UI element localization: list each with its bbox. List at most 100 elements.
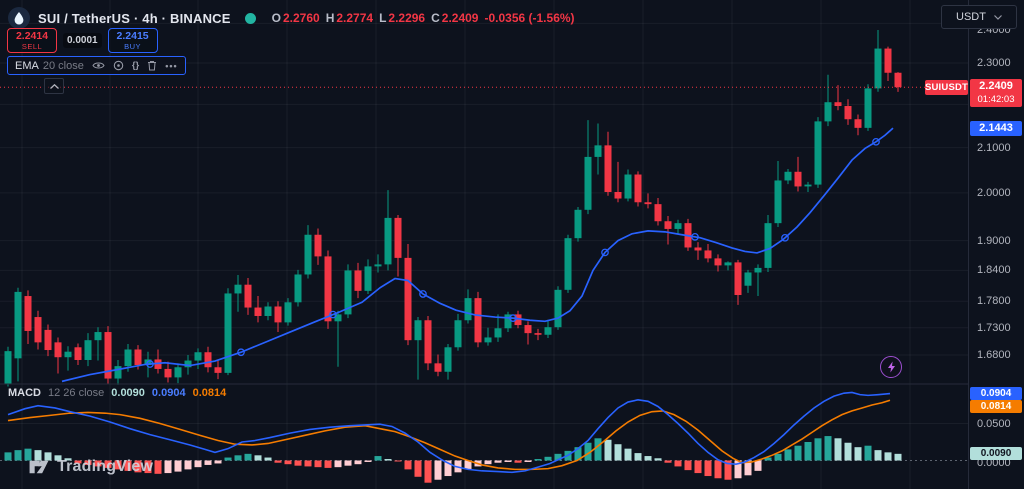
macd-histogram-bar: [304, 460, 312, 467]
candle-body: [704, 250, 712, 259]
ema-point-marker[interactable]: [872, 137, 880, 146]
macd-histogram-bar: [74, 460, 82, 464]
candle-body: [354, 270, 362, 291]
ema-point-marker[interactable]: [781, 233, 789, 242]
macd-histogram-bar: [484, 460, 492, 465]
tradingview-logo-icon: [29, 460, 49, 474]
ema-point-marker[interactable]: [146, 360, 154, 368]
macd-histogram-bar: [784, 449, 792, 461]
candle-body: [874, 48, 882, 89]
macd-histogram-bar: [584, 442, 592, 461]
ema-point-marker[interactable]: [329, 310, 337, 319]
macd-histogram-bar: [764, 457, 772, 461]
macd-histogram-bar: [844, 442, 852, 461]
macd-histogram-bar: [294, 460, 302, 466]
candle-body: [144, 359, 152, 366]
macd-signal-value: 0.0814: [192, 387, 227, 399]
macd-histogram-bar: [874, 450, 882, 461]
macd-line-label: 0.0904: [970, 386, 1022, 400]
candle-body: [444, 347, 452, 372]
chart-header: SUI / TetherUS · 4h · BINANCE O 2.2760 H…: [8, 6, 575, 30]
ohlc-values: O 2.2760 H 2.2774 L 2.2296 C 2.2409 -0.0…: [272, 11, 575, 25]
settings-icon[interactable]: [113, 60, 124, 71]
macd-histogram-bar: [684, 460, 692, 471]
macd-histogram-bar: [704, 460, 712, 477]
macd-line: [7, 391, 891, 474]
ema-point-marker[interactable]: [691, 233, 699, 241]
candle-body: [494, 328, 502, 338]
candle-body: [794, 171, 802, 187]
macd-histogram-bar: [884, 452, 892, 461]
ema-indicator-legend[interactable]: EMA 20 close {} •••: [7, 56, 186, 75]
ema-point-marker[interactable]: [237, 348, 245, 357]
macd-histogram-bar: [64, 458, 72, 461]
macd-histogram-bar: [634, 453, 642, 461]
macd-indicator-legend[interactable]: MACD 12 26 close 0.0090 0.0904 0.0814: [8, 387, 226, 399]
candle-body: [414, 320, 422, 341]
chevron-up-icon: [49, 83, 59, 89]
candle-body: [834, 102, 842, 107]
high-value: 2.2774: [336, 11, 374, 25]
sell-button[interactable]: 2.2414 SELL: [7, 28, 57, 53]
candle-body: [594, 145, 602, 157]
close-value: 2.2409: [441, 11, 479, 25]
candle-body: [194, 352, 202, 361]
price-axis-label: 1.9000: [977, 234, 1011, 247]
ema-params: 20 close: [42, 59, 84, 72]
ema-point-marker[interactable]: [509, 314, 517, 322]
ema-point-marker[interactable]: [419, 290, 427, 298]
price-axis-label: 2.1000: [977, 141, 1011, 154]
candle-body: [224, 293, 232, 373]
lightning-icon: [887, 361, 895, 373]
low-value: 2.2296: [388, 11, 426, 25]
macd-histogram-bar: [724, 460, 732, 480]
macd-histogram-bar: [334, 460, 342, 468]
macd-histogram-bar: [694, 460, 702, 474]
candle-body: [384, 217, 392, 265]
candle-body: [94, 332, 102, 341]
macd-axis-label: 0.0500: [977, 417, 1011, 430]
legend-collapse-button[interactable]: [44, 78, 64, 94]
macd-hist-value: 0.0090: [111, 387, 145, 399]
price-axis-label: 2.3000: [977, 57, 1011, 69]
tradingview-watermark: TradingView: [28, 456, 153, 478]
macd-histogram-bar: [524, 460, 532, 462]
candle-body: [634, 174, 642, 203]
more-icon[interactable]: •••: [165, 60, 178, 71]
symbol-title[interactable]: SUI / TetherUS · 4h · BINANCE: [38, 10, 231, 26]
ema-point-marker[interactable]: [601, 248, 609, 257]
market-status-dot[interactable]: [244, 12, 256, 24]
quick-trade-button[interactable]: [880, 356, 902, 378]
macd-histogram-bar: [414, 460, 422, 477]
macd-histogram-bar: [364, 460, 372, 462]
candle-body: [174, 367, 182, 378]
last-price-label[interactable]: 2.2409 01:42:03: [970, 79, 1022, 108]
candle-body: [254, 307, 262, 316]
eye-icon[interactable]: [92, 61, 105, 70]
high-label: H: [325, 11, 335, 25]
ema-name: EMA: [15, 59, 39, 72]
price-axis-label: 1.6800: [977, 349, 1011, 361]
macd-signal-label: 0.0814: [970, 400, 1022, 414]
macd-histogram-bar: [554, 453, 562, 461]
macd-histogram-bar: [124, 460, 132, 471]
currency-toggle-button[interactable]: USDT: [941, 5, 1017, 29]
candle-body: [814, 121, 822, 185]
candle-body: [474, 298, 482, 343]
candle-body: [434, 363, 442, 372]
macd-histogram-bar: [534, 459, 542, 461]
price-scale[interactable]: 2.4000 2.3000 2.1000 2.0000 1.9000 1.8400 1.78…: [968, 0, 1024, 489]
macd-histogram-bar: [14, 450, 22, 461]
last-price-value: 2.2409: [979, 80, 1013, 93]
buy-button[interactable]: 2.2415 BUY: [107, 28, 158, 53]
candle-body: [64, 351, 72, 358]
ema-value-label: 2.1443: [970, 120, 1022, 136]
source-code-icon[interactable]: {}: [131, 60, 140, 71]
candle-body: [24, 296, 32, 331]
delete-icon[interactable]: [147, 60, 157, 71]
macd-histogram-bar: [84, 460, 92, 465]
macd-histogram-bar: [424, 460, 432, 483]
macd-histogram-bar: [274, 460, 282, 463]
